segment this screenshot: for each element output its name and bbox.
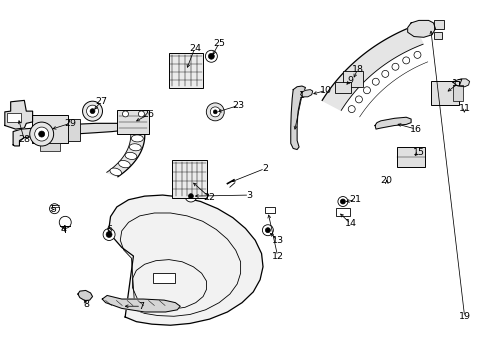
Text: 28: 28 [18,135,30,144]
Circle shape [188,194,193,199]
Text: 10: 10 [320,86,332,95]
Circle shape [184,190,196,202]
Polygon shape [13,123,125,146]
Text: 2: 2 [262,164,267,173]
Text: 14: 14 [344,219,356,228]
Circle shape [340,199,345,204]
Circle shape [39,131,44,137]
Text: 26: 26 [142,110,154,119]
Circle shape [90,109,95,114]
Text: 4: 4 [60,225,66,234]
Circle shape [35,127,49,141]
Circle shape [210,107,220,117]
Ellipse shape [131,135,143,142]
Circle shape [262,225,273,236]
Text: 20: 20 [380,176,392,185]
Text: 1: 1 [298,91,305,100]
Text: 16: 16 [409,125,421,134]
Circle shape [122,111,128,117]
Bar [430,81,458,105]
Bar [433,32,441,40]
Polygon shape [78,291,92,301]
Circle shape [205,50,217,62]
Text: 21: 21 [349,195,361,204]
Polygon shape [374,117,410,129]
Text: 18: 18 [351,65,363,74]
Bar [342,71,362,87]
Circle shape [59,216,71,228]
Text: 12: 12 [271,252,283,261]
Text: 11: 11 [458,104,470,113]
Bar [32,115,67,143]
Text: 29: 29 [64,119,76,128]
Polygon shape [407,21,434,37]
Text: 6: 6 [106,225,112,234]
Bar [153,273,175,283]
Text: 24: 24 [188,44,201,53]
Circle shape [206,103,224,121]
Text: 15: 15 [412,148,424,157]
Text: 3: 3 [246,190,252,199]
Circle shape [391,63,398,70]
Circle shape [355,96,362,103]
Bar [264,207,274,213]
Circle shape [86,105,98,117]
Polygon shape [102,296,180,312]
Bar [40,143,60,151]
Text: 5: 5 [50,205,57,214]
Circle shape [213,110,217,114]
Circle shape [347,105,354,113]
Ellipse shape [129,144,141,151]
Text: 17: 17 [451,80,463,89]
Polygon shape [322,26,422,111]
Bar [433,21,443,30]
Polygon shape [5,100,33,129]
Circle shape [371,78,379,85]
Text: 19: 19 [458,312,470,321]
Text: 8: 8 [83,300,89,309]
Circle shape [413,51,420,58]
Bar [7,113,21,122]
Text: 13: 13 [271,236,283,245]
Circle shape [30,122,54,146]
Bar [396,147,424,167]
Text: 22: 22 [203,193,215,202]
Circle shape [363,87,370,94]
Text: 23: 23 [232,101,244,110]
Circle shape [402,57,409,64]
Circle shape [337,197,347,207]
Ellipse shape [110,168,122,176]
Polygon shape [300,90,312,97]
Bar [169,53,202,88]
Ellipse shape [118,161,130,168]
Bar [452,85,462,101]
Polygon shape [106,130,144,177]
Circle shape [208,53,214,59]
Circle shape [49,204,60,214]
Text: 25: 25 [213,39,224,48]
Bar [117,110,149,134]
Circle shape [103,229,115,240]
Circle shape [265,228,270,233]
Bar [334,81,350,94]
Polygon shape [290,86,305,149]
Bar [335,208,349,216]
Polygon shape [109,195,263,325]
Circle shape [106,231,112,238]
Text: 27: 27 [95,97,106,106]
Text: 9: 9 [347,76,353,85]
Ellipse shape [125,152,137,159]
Bar [172,161,207,198]
Circle shape [381,71,388,77]
Bar [67,119,80,141]
Circle shape [138,111,144,117]
Polygon shape [452,79,468,87]
Circle shape [82,101,102,121]
Text: 7: 7 [138,302,144,311]
